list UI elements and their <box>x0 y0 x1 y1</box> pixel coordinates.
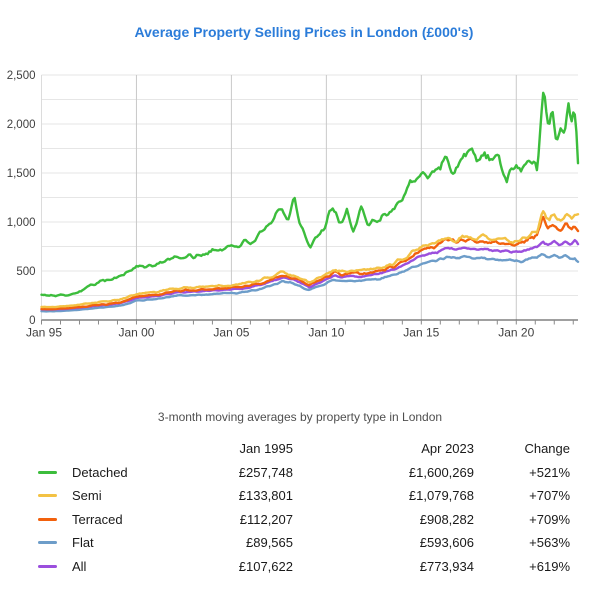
x-axis-ticks <box>41 320 574 325</box>
value-jan-1995: £257,748 <box>238 464 293 480</box>
x-axis-label: Jan 20 <box>498 326 534 340</box>
x-axis-label: Jan 95 <box>26 326 62 340</box>
column-header: Jan 1995 <box>239 441 294 457</box>
value-jan-1995: £89,565 <box>246 535 293 551</box>
table-caption: 3-month moving averages by property type… <box>157 410 443 424</box>
legend-swatch-cell <box>36 461 72 485</box>
legend-swatch-cell <box>36 508 72 532</box>
legend-swatch-terraced <box>38 517 57 521</box>
legend-swatch-cell <box>36 484 72 508</box>
legend-swatch-semi <box>38 494 57 498</box>
x-axis-label: Jan 00 <box>118 326 154 340</box>
y-axis-label: 1,000 <box>7 217 36 229</box>
series-label: Flat <box>72 535 94 551</box>
summary-header-row: Jan 1995 Apr 2023 Change <box>36 437 571 461</box>
y-axis-label: 2,000 <box>7 119 36 131</box>
line-terraced <box>40 215 580 311</box>
value-change: +709% <box>529 511 570 527</box>
legend-swatch-cell <box>36 531 72 555</box>
y-axis-label: 2,500 <box>7 70 36 82</box>
value-change: +521% <box>529 464 570 480</box>
x-axis-label: Jan 10 <box>308 326 344 340</box>
table-row: All £107,622 £773,934 +619% <box>36 555 570 579</box>
summary-table-body: Detached £257,748 £1,600,269 +521% Semi £133,… <box>36 461 570 579</box>
value-change: +707% <box>529 488 570 504</box>
legend-swatch-detached <box>38 470 57 474</box>
y-axis-label: 1,500 <box>7 168 36 180</box>
series-lines <box>40 91 580 313</box>
line-all <box>40 238 580 311</box>
table-row: Flat £89,565 £593,606 +563% <box>36 531 570 555</box>
price-line-chart: Jan 95 Jan 00 Jan 05 Jan 10 Jan 15 Jan 20 0 500… <box>7 70 580 340</box>
value-change: +619% <box>529 558 570 574</box>
value-apr-2023: £1,079,768 <box>408 488 474 504</box>
x-axis-label: Jan 15 <box>403 326 439 340</box>
line-detached <box>40 91 580 298</box>
column-header-spacer <box>72 437 186 461</box>
summary-table: Jan 1995 Apr 2023 Change Detached £257,748 £… <box>36 437 570 578</box>
value-change: +563% <box>529 535 570 551</box>
chart-title: Average Property Selling Prices in Londo… <box>134 24 474 40</box>
value-apr-2023: £593,606 <box>419 535 474 551</box>
line-flat <box>40 252 580 313</box>
column-header: Change <box>524 441 570 457</box>
horizontal-gridlines <box>41 74 578 296</box>
line-semi <box>40 210 580 309</box>
series-label: All <box>72 558 87 574</box>
legend-swatch-all <box>38 564 57 568</box>
y-axis-labels: 0 500 1,000 1,500 2,000 2,500 <box>7 70 36 327</box>
legend-swatch-flat <box>38 541 57 545</box>
column-header-spacer <box>36 437 72 461</box>
legend-swatch-cell <box>36 555 72 579</box>
table-row: Semi £133,801 £1,079,768 +707% <box>36 484 570 508</box>
x-axis-labels: Jan 95 Jan 00 Jan 05 Jan 10 Jan 15 Jan 20 <box>26 326 535 340</box>
series-label: Semi <box>72 488 102 504</box>
value-apr-2023: £773,934 <box>419 558 474 574</box>
series-label: Detached <box>72 464 128 480</box>
y-axis-label: 500 <box>16 266 35 278</box>
value-apr-2023: £1,600,269 <box>408 464 474 480</box>
value-jan-1995: £107,622 <box>238 558 293 574</box>
series-label: Terraced <box>72 511 123 527</box>
table-row: Terraced £112,207 £908,282 +709% <box>36 508 570 532</box>
value-jan-1995: £112,207 <box>239 511 293 527</box>
value-jan-1995: £133,801 <box>238 488 293 504</box>
table-row: Detached £257,748 £1,600,269 +521% <box>36 461 570 485</box>
summary-table-header: Jan 1995 Apr 2023 Change <box>36 437 571 461</box>
x-axis-label: Jan 05 <box>213 326 249 340</box>
y-axis-label: 0 <box>29 315 35 327</box>
column-header: Apr 2023 <box>421 441 474 457</box>
value-apr-2023: £908,282 <box>419 511 474 527</box>
